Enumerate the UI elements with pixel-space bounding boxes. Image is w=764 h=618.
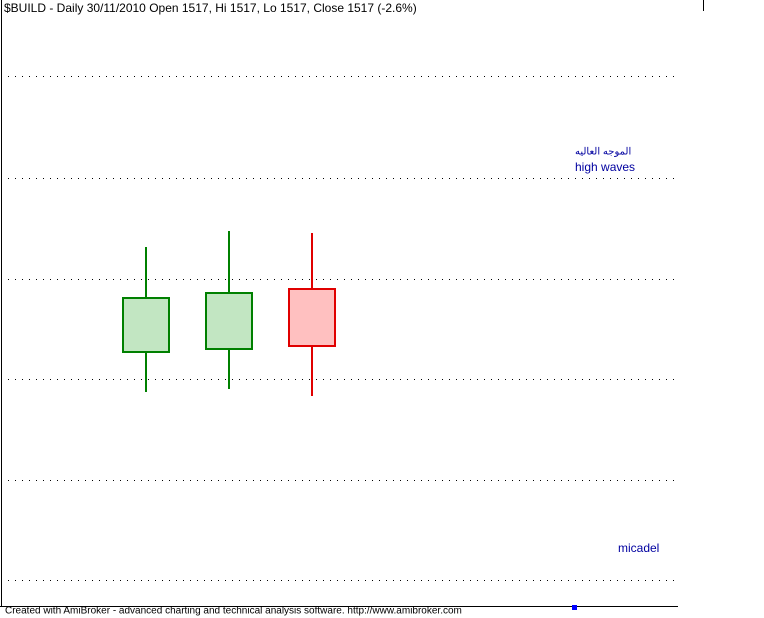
annotation: الموجه العاليه (575, 147, 631, 158)
candle-body (205, 292, 253, 350)
marker (572, 605, 577, 610)
annotation: high waves (575, 160, 635, 174)
chart-title: $BUILD - Daily 30/11/2010 Open 1517, Hi … (4, 1, 417, 15)
footer: Created with AmiBroker - advanced charti… (5, 606, 462, 617)
annotation: micadel (618, 541, 659, 555)
candle-body (288, 288, 336, 347)
candle-body (122, 297, 170, 353)
